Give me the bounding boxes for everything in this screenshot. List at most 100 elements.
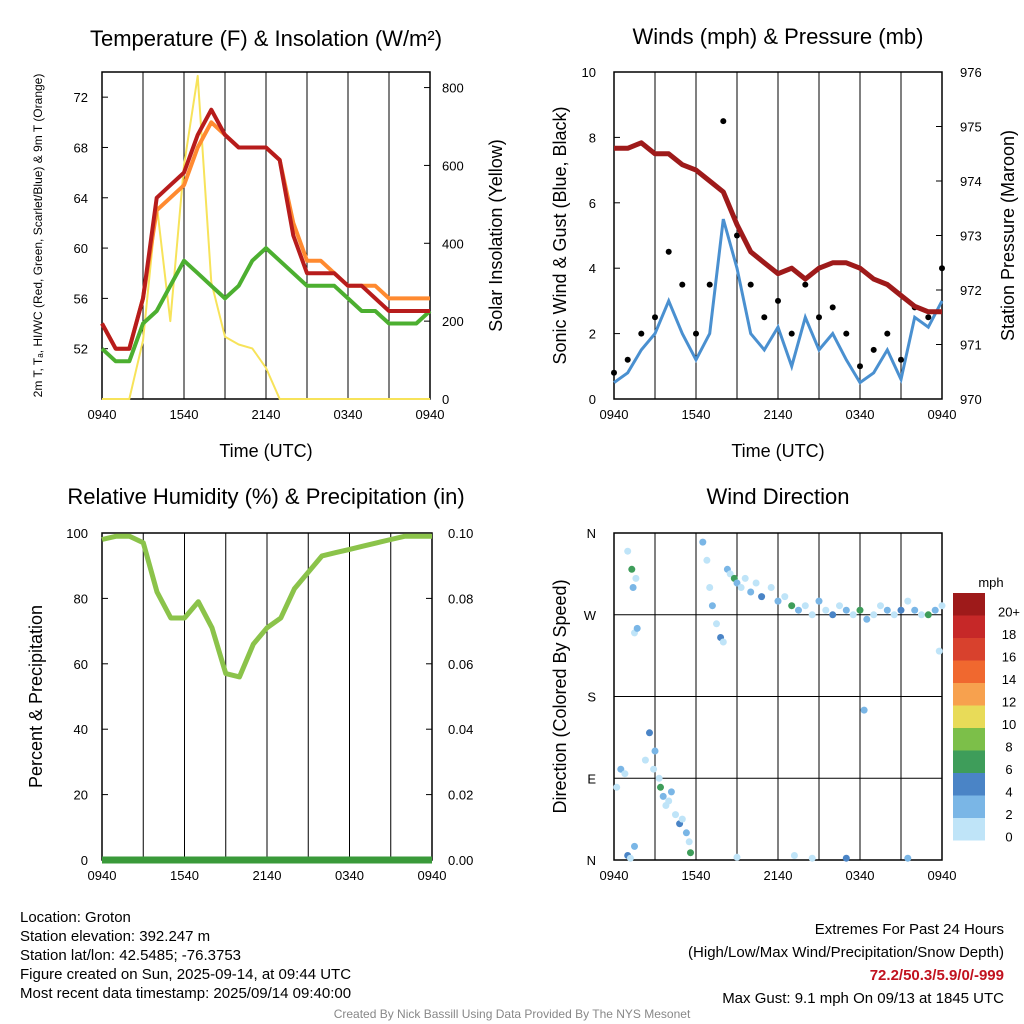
y-tick-label: 100 <box>66 526 88 541</box>
colorbar-label: 16 <box>1002 649 1016 664</box>
direction-point <box>808 611 816 619</box>
direction-point <box>842 606 850 614</box>
gust-point <box>720 118 727 125</box>
y-tick-label: 8 <box>589 130 596 145</box>
direction-point <box>713 620 720 628</box>
y2-tick-label: 0.04 <box>448 722 473 737</box>
y2-tick-label: 400 <box>442 236 464 251</box>
direction-point <box>631 842 638 850</box>
x-tick-label: 1540 <box>682 407 711 422</box>
direction-point <box>678 815 686 823</box>
direction-point <box>904 854 912 862</box>
location-label: Location: Groton <box>20 909 131 926</box>
x-tick-label: 1540 <box>682 868 711 883</box>
chart-panel-1: Temperature (F) & Insolation (W/m²) 0940 1… <box>31 26 506 461</box>
y2-tick-label: 0.00 <box>448 853 473 868</box>
direction-point <box>758 593 766 601</box>
gust-point <box>857 363 863 370</box>
extremes-box: Extremes For Past 24 Hours (High/Low/Max… <box>688 918 1004 1010</box>
chart-title: Temperature (F) & Insolation (W/m²) <box>90 26 442 51</box>
colorbar-label: 14 <box>1002 672 1016 687</box>
y2-tick-label: 975 <box>960 120 982 135</box>
direction-point <box>657 783 664 791</box>
gust-point <box>638 330 645 337</box>
y2-tick-label: 600 <box>442 158 464 173</box>
direction-point <box>665 797 673 805</box>
colorbar-swatch <box>953 660 985 683</box>
direction-point <box>726 570 734 578</box>
x-tick-label: 0940 <box>928 868 957 883</box>
direction-point <box>613 783 621 791</box>
colorbar-swatch <box>953 593 985 616</box>
direction-point <box>667 788 675 796</box>
direction-point <box>641 756 649 764</box>
direction-point <box>682 829 690 837</box>
y2-tick-label: 200 <box>442 314 464 329</box>
direction-point <box>795 606 802 614</box>
series-line <box>614 140 942 315</box>
y-tick-label: 6 <box>589 196 596 211</box>
y2-tick-label: 0.10 <box>448 526 473 541</box>
colorbar-swatch <box>953 705 985 728</box>
direction-point <box>752 579 760 587</box>
y2-axis-label: Station Pressure (Maroon) <box>998 130 1018 341</box>
direction-point <box>931 606 939 614</box>
direction-point <box>924 611 932 619</box>
gust-point <box>706 281 713 288</box>
direction-point <box>621 770 629 778</box>
chart-title: Relative Humidity (%) & Precipitation (i… <box>67 484 464 509</box>
direction-point <box>918 611 925 619</box>
direction-point <box>650 765 658 773</box>
direction-point <box>897 606 905 614</box>
x-tick-label: 1540 <box>170 407 199 422</box>
y2-tick-label: 972 <box>960 283 982 298</box>
gust-point <box>761 314 768 321</box>
credit-line: Created By Nick Bassill Using Data Provi… <box>333 1007 691 1021</box>
direction-point <box>808 854 816 862</box>
y2-tick-label: 800 <box>442 81 464 96</box>
direction-point <box>781 593 789 601</box>
direction-point <box>774 597 782 605</box>
y-tick-label: 0 <box>589 392 596 407</box>
x-tick-label: 0940 <box>600 407 629 422</box>
extremes-subtitle: (High/Low/Max Wind/Precipitation/Snow De… <box>688 944 1004 961</box>
colorbar-label: 8 <box>1005 739 1012 754</box>
gust-point <box>939 265 945 272</box>
extremes-values: 72.2/50.3/5.9/0/-999 <box>869 967 1004 984</box>
x-tick-label: 0340 <box>846 868 875 883</box>
chart-title: Winds (mph) & Pressure (mb) <box>633 24 924 49</box>
colorbar-label: 2 <box>1005 807 1012 822</box>
y-tick-label: 20 <box>74 788 88 803</box>
colorbar-label: 18 <box>1002 627 1016 642</box>
gust-point <box>775 297 781 304</box>
gust-point <box>665 248 672 255</box>
y-tick-label: N <box>587 526 596 541</box>
direction-point <box>672 811 679 819</box>
y-tick-label: 72 <box>74 90 88 105</box>
y-tick-label: 4 <box>589 261 596 276</box>
gust-point <box>734 232 740 239</box>
direction-point <box>655 774 663 782</box>
direction-point <box>877 602 884 610</box>
gust-point <box>925 314 932 321</box>
y-tick-label: 10 <box>582 65 596 80</box>
y-tick-label: E <box>587 771 596 786</box>
colorbar-swatch <box>953 638 985 661</box>
direction-point <box>687 849 694 857</box>
y-axis-label: Direction (Colored By Speed) <box>550 579 570 813</box>
direction-point <box>829 611 837 619</box>
x-tick-label: 0340 <box>334 407 363 422</box>
direction-point <box>860 706 868 714</box>
direction-point <box>624 547 632 555</box>
direction-point <box>741 574 749 582</box>
y2-axis-label: Solar Insolation (Yellow) <box>486 139 506 331</box>
x-axis-label: Time (UTC) <box>219 441 312 461</box>
direction-point <box>633 624 641 632</box>
x-tick-label: 0940 <box>88 868 117 883</box>
latlon-label: Station lat/lon: 42.5485; -76.3753 <box>20 947 242 964</box>
x-tick-label: 2140 <box>253 868 282 883</box>
y-tick-label: 56 <box>74 291 88 306</box>
x-tick-label: 0940 <box>416 407 445 422</box>
gust-point <box>679 281 686 288</box>
colorbar-swatch <box>953 750 985 773</box>
